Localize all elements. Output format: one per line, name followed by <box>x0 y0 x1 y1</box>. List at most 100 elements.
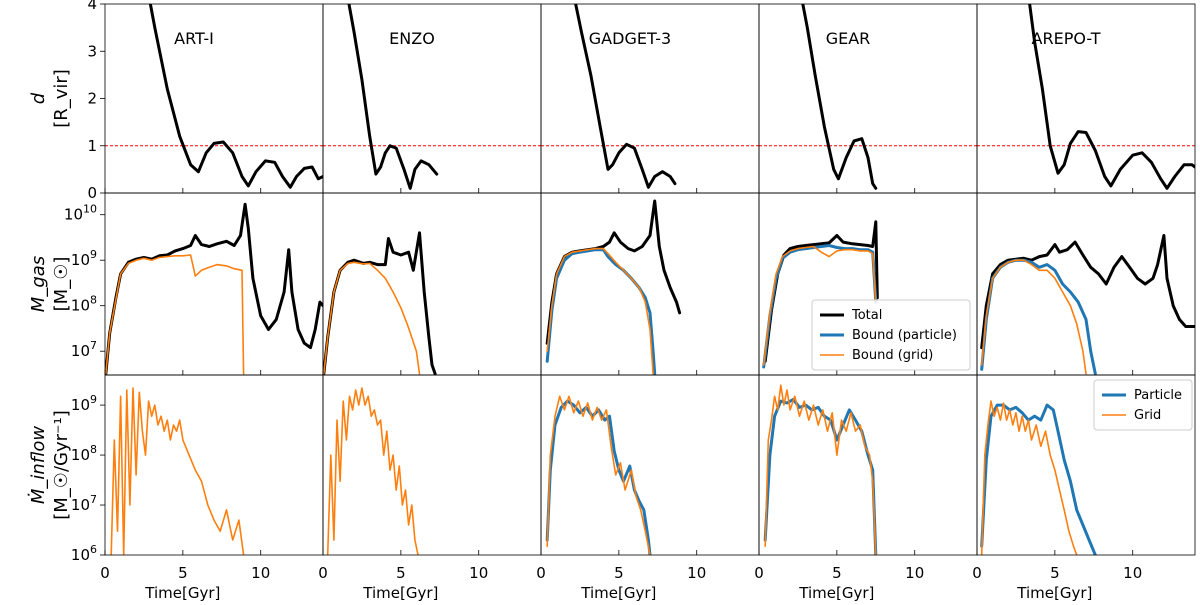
legend-box <box>1093 379 1193 431</box>
y-tick-label: 0 <box>87 184 97 202</box>
x-tick-label: 10 <box>687 564 706 582</box>
column-title: GADGET-3 <box>589 29 671 48</box>
panel-plot-area <box>545 199 682 375</box>
panel-plot-area <box>762 220 879 369</box>
panel-gas_mass-4 <box>976 192 1196 376</box>
panel-distance-0 <box>104 3 324 194</box>
y-tick-label: 107 <box>71 339 97 360</box>
panel-inflow_rate-4 <box>976 374 1196 556</box>
y-tick-label: 1010 <box>64 203 97 224</box>
x-axis-label: Time[Gyr] <box>580 584 656 602</box>
panel-frame <box>540 374 760 556</box>
series-line-bound-particle- <box>762 244 878 369</box>
x-tick-label: 10 <box>251 564 270 582</box>
legend-entry: Particle <box>1134 388 1182 403</box>
y-tick-label: 2 <box>87 90 97 108</box>
panel-plot-area <box>105 4 323 189</box>
panel-plot-area <box>323 231 437 375</box>
y-axis-label-line2: [R_vir] <box>51 69 72 128</box>
panel-inflow_rate-0 <box>104 374 324 556</box>
panel-inflow_rate-3 <box>758 374 978 556</box>
y-tick-label: 109 <box>71 248 97 269</box>
legend-inflow_rate: Particle Grid <box>1093 379 1193 431</box>
column-title: ART-I <box>174 29 214 48</box>
x-tick-label: 0 <box>536 564 546 582</box>
row-gas_mass: 107 108 109 1010 M_gas [M_☉] <box>28 192 1196 376</box>
x-tick-label: 5 <box>178 564 188 582</box>
legend-entry: Bound (grid) <box>852 348 933 363</box>
panel-plot-area <box>980 400 1097 555</box>
column-title: ENZO <box>389 29 435 48</box>
panel-inflow_rate-2 <box>540 374 760 556</box>
legend-entry: Total <box>851 308 882 323</box>
legend-entry: Grid <box>1134 408 1161 423</box>
x-tick-label: 0 <box>754 564 764 582</box>
y-axis-label-line2: [M_☉] <box>51 257 72 312</box>
panel-plot-area <box>110 387 245 555</box>
x-axis-label: Time[Gyr] <box>362 584 438 602</box>
series-line-total <box>574 4 677 189</box>
y-tick-label: 106 <box>71 543 97 564</box>
panel-plot-area <box>545 395 652 555</box>
series-line-grid <box>980 400 1078 555</box>
series-line-bound-particle- <box>980 258 1097 375</box>
panel-plot-area <box>326 387 419 555</box>
legend-gas_mass: Total Bound (particle) Bound (grid) <box>811 299 971 371</box>
x-axis-label: Time[Gyr] <box>144 584 220 602</box>
x-tick-label: 5 <box>396 564 406 582</box>
y-tick-label: 108 <box>71 294 97 315</box>
panel-plot-area <box>541 4 759 189</box>
y-axis-label-line1: M_gas <box>28 256 49 312</box>
legend-entry: Bound (particle) <box>852 328 957 343</box>
x-tick-label: 0 <box>100 564 110 582</box>
panel-frame <box>322 374 542 556</box>
y-tick-label: 3 <box>87 42 97 60</box>
series-line-grid <box>546 395 651 555</box>
panel-frame <box>540 192 760 376</box>
series-line-bound-grid- <box>980 259 1087 375</box>
panel-frame <box>976 192 1196 376</box>
series-line-particle <box>763 397 878 555</box>
series-line-total <box>105 202 323 375</box>
row-distance: 0 1 2 3 4 d [R_vir] <box>28 0 1196 202</box>
x-tick-label: 5 <box>832 564 842 582</box>
panel-frame <box>976 374 1196 556</box>
panel-plot-area <box>759 4 977 190</box>
series-line-bound-grid- <box>762 245 877 366</box>
series-line-total <box>1028 4 1195 190</box>
y-tick-label: 1 <box>87 137 97 155</box>
x-tick-label: 5 <box>614 564 624 582</box>
panel-gas_mass-0 <box>104 192 324 376</box>
series-line-total <box>347 4 439 190</box>
series-line-bound-particle- <box>545 248 657 375</box>
y-axis-label-line1: d <box>28 92 49 104</box>
row-inflow_rate: 106 107 108 109 Ṁ_inflow [M_☉/Gyr⁻¹] <box>28 374 1196 564</box>
y-tick-label: 107 <box>71 493 97 514</box>
series-line-bound-grid- <box>546 247 654 375</box>
series-line-grid <box>110 387 245 555</box>
x-tick-label: 0 <box>972 564 982 582</box>
panel-plot-area <box>977 4 1195 190</box>
series-line-total <box>148 4 323 189</box>
series-line-particle <box>980 403 1097 555</box>
series-line-total <box>545 199 682 345</box>
y-tick-label: 109 <box>71 393 97 414</box>
panel-gas_mass-2 <box>540 192 760 376</box>
x-tick-label: 5 <box>1050 564 1060 582</box>
panel-plot-area <box>980 234 1195 375</box>
y-tick-label: 4 <box>87 0 97 13</box>
series-line-total <box>801 4 878 190</box>
series-line-particle <box>545 399 652 555</box>
x-tick-label: 10 <box>1123 564 1142 582</box>
x-tick-label: 0 <box>318 564 328 582</box>
series-line-total <box>323 231 437 375</box>
x-tick-label: 10 <box>469 564 488 582</box>
series-line-bound-grid- <box>323 261 421 375</box>
panel-frame <box>322 192 542 376</box>
column-title: AREPO-T <box>1032 29 1101 48</box>
column-title: GEAR <box>826 29 871 48</box>
x-tick-label: 10 <box>905 564 924 582</box>
y-axis-label-line1: Ṁ_inflow <box>28 426 49 505</box>
series-line-grid <box>326 387 419 555</box>
panel-gas_mass-1 <box>322 192 542 376</box>
